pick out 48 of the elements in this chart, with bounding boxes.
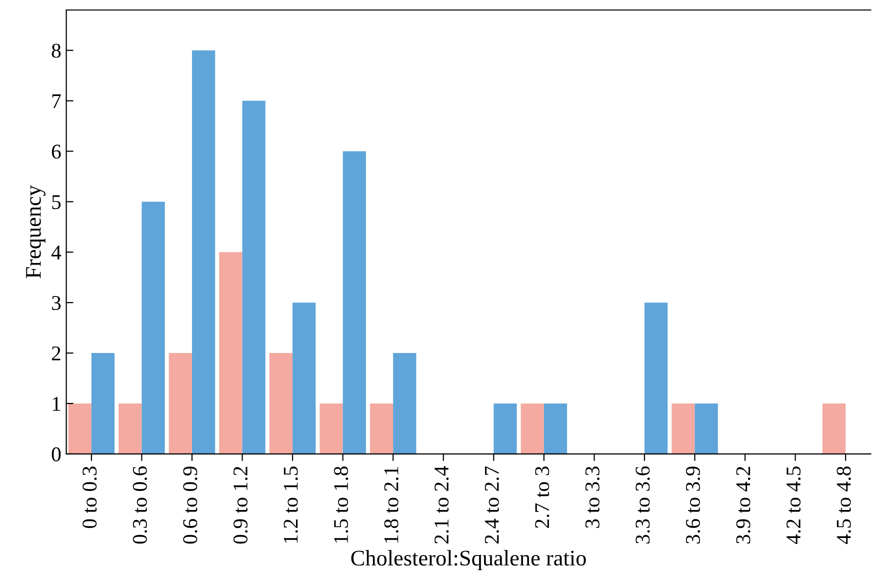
x-tick-label: 0 to 0.3 xyxy=(82,466,97,528)
bar xyxy=(494,403,517,454)
x-tick-label: 1.2 to 1.5 xyxy=(284,466,298,543)
y-tick-label: 1 xyxy=(52,396,60,411)
bar xyxy=(342,151,366,454)
bar xyxy=(118,403,142,454)
bar xyxy=(544,403,568,454)
bar xyxy=(219,252,242,454)
y-tick-label: 8 xyxy=(52,44,61,58)
bar xyxy=(292,302,316,454)
y-tick-label: 3 xyxy=(52,296,61,310)
x-tick-label: 2.1 to 2.4 xyxy=(434,466,449,544)
bar xyxy=(142,202,165,454)
bar xyxy=(370,403,394,454)
y-tick-label: 0 xyxy=(52,447,61,462)
x-tick-label: 3.6 to 3.9 xyxy=(686,466,700,544)
x-tick-label: 2.4 to 2.7 xyxy=(484,466,499,544)
x-tick-label: 4.5 to 4.8 xyxy=(836,466,851,544)
bar xyxy=(68,403,92,454)
y-tick-label: 7 xyxy=(52,94,61,108)
bar xyxy=(168,353,192,454)
x-tick-label: 0.6 to 0.9 xyxy=(183,466,198,544)
bar xyxy=(672,403,695,454)
x-tick-label: 1.5 to 1.8 xyxy=(334,466,348,543)
bar xyxy=(694,403,718,454)
bar xyxy=(91,353,115,454)
x-tick-label: 2.7 to 3 xyxy=(535,466,550,528)
bar xyxy=(269,353,293,454)
bar xyxy=(822,403,846,454)
x-tick-label: 1.8 to 2.1 xyxy=(384,466,398,543)
bar xyxy=(520,403,544,454)
bar xyxy=(393,353,416,454)
y-tick-label: 6 xyxy=(52,144,61,159)
x-tick-label: 3 to 3.3 xyxy=(585,466,600,528)
y-tick-label: 5 xyxy=(52,195,61,210)
bar xyxy=(192,50,216,454)
y-tick-label: 4 xyxy=(51,246,62,260)
y-axis-title: Frequency xyxy=(26,185,46,278)
x-tick-label: 0.9 to 1.2 xyxy=(233,466,248,544)
y-tick-label: 2 xyxy=(52,346,60,360)
x-tick-label: 0.3 to 0.6 xyxy=(132,466,148,544)
bar xyxy=(644,302,668,454)
bar xyxy=(242,100,266,454)
x-tick-label: 3.9 to 4.2 xyxy=(736,466,750,544)
bar xyxy=(320,403,343,454)
x-axis-title: Cholesterol:Squalene ratio xyxy=(351,550,586,570)
x-tick-label: 4.2 to 4.5 xyxy=(786,466,801,544)
x-tick-label: 3.3 to 3.6 xyxy=(636,466,650,544)
